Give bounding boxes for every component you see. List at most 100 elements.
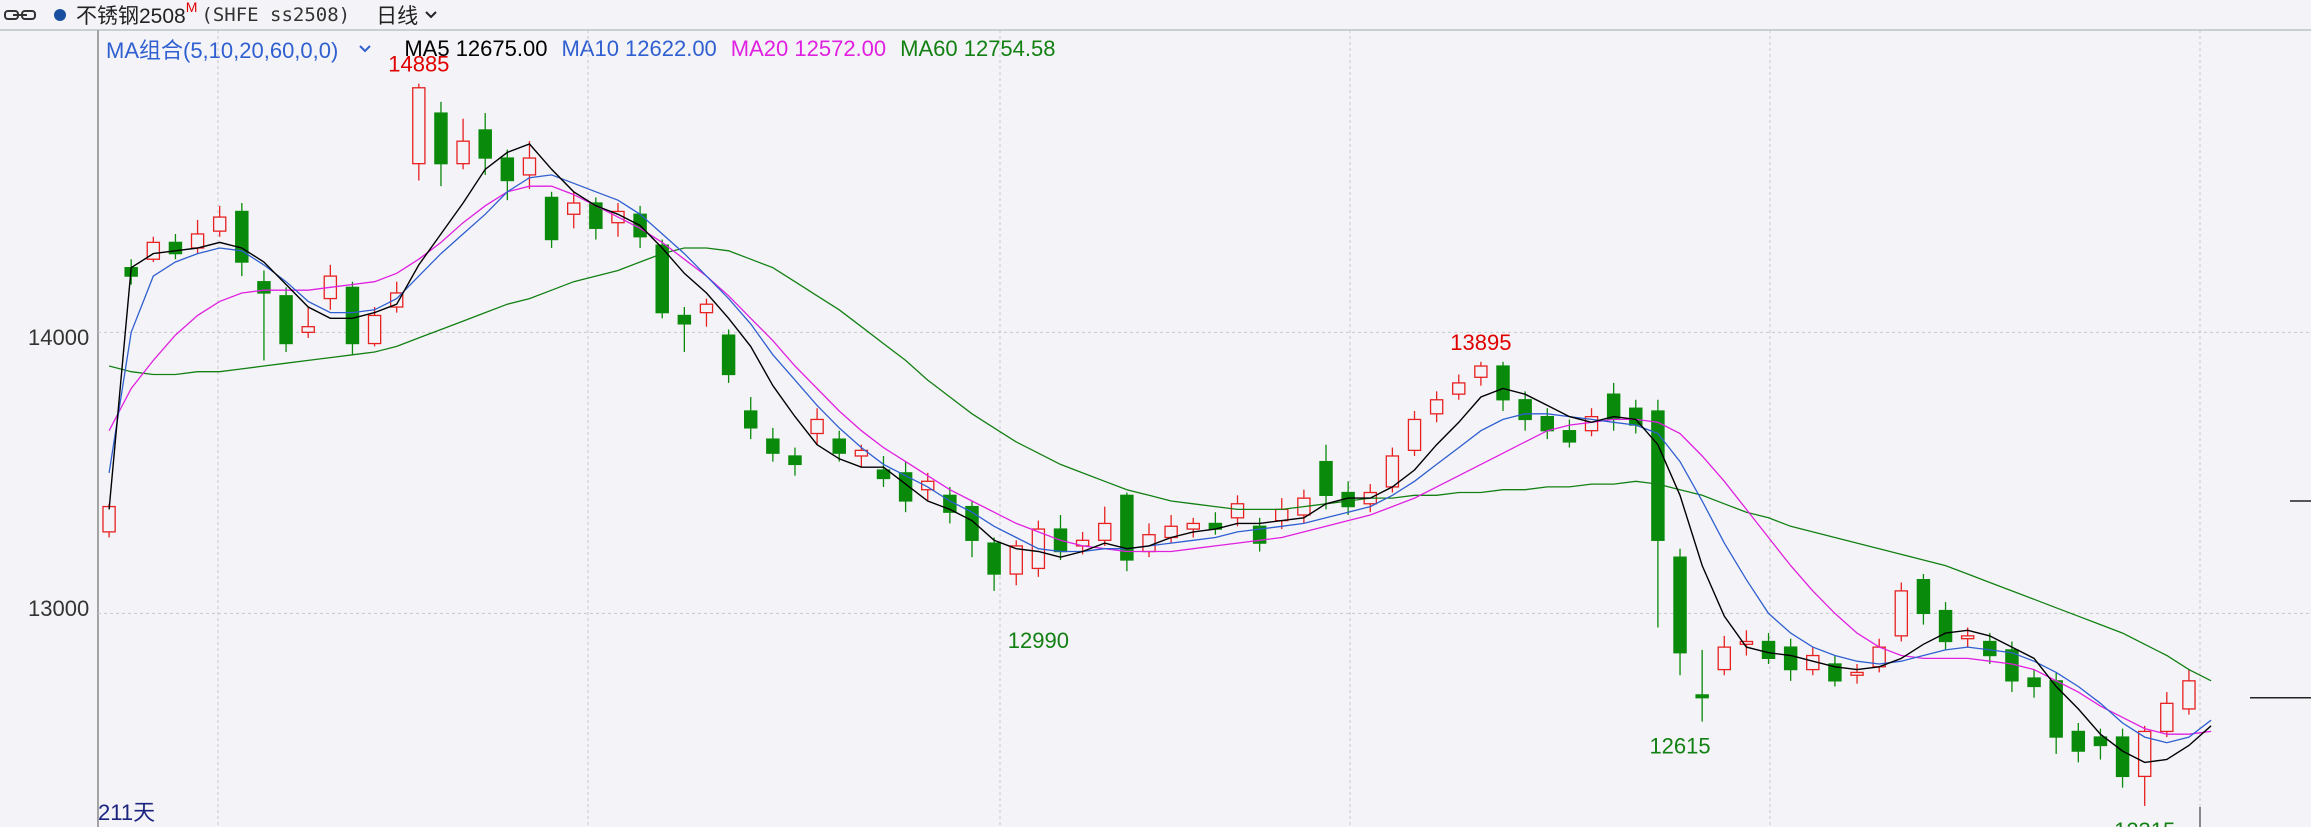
ma20-value: MA20 12572.00 (730, 36, 887, 61)
candle-body (1252, 525, 1267, 544)
candle-body (1385, 455, 1400, 488)
candle-body (2160, 702, 2174, 733)
candle-body (1275, 508, 1289, 522)
y-tick-label-13000: 13000 (28, 596, 90, 621)
candle-body (1938, 609, 1953, 643)
candle-body (2049, 680, 2063, 738)
candle-body (699, 303, 714, 314)
candle-body (544, 196, 559, 241)
candle-body (1783, 646, 1798, 671)
candle-body (1496, 365, 1510, 401)
candle-body (1695, 694, 1709, 699)
candle-body (190, 233, 205, 249)
candle-body (876, 469, 891, 480)
candle-body (1518, 399, 1532, 421)
ma20-line (108, 185, 2212, 735)
period-selector[interactable]: 日线 (376, 0, 438, 30)
chevron-down-icon (425, 11, 437, 19)
candle-body (2071, 730, 2086, 752)
link-icon[interactable] (4, 6, 40, 24)
candle-body (677, 314, 692, 325)
candle-body (1009, 545, 1023, 575)
candle-body (1452, 382, 1466, 395)
candle-body (1319, 460, 1333, 496)
candle-body (1230, 503, 1245, 519)
candle-body (500, 157, 515, 182)
candle-body (1098, 522, 1112, 541)
candle-body (898, 472, 913, 502)
candle-body (301, 326, 315, 333)
candle-body (810, 418, 824, 435)
candle-body (1916, 579, 1931, 615)
candle-body (987, 542, 1001, 575)
extreme-price-label: 12615 (1649, 734, 1710, 759)
candle-body (1673, 556, 1687, 654)
ma-combo-selector[interactable]: MA组合(5,10,20,60,0,0) (106, 33, 390, 65)
extreme-price-label: 14885 (388, 52, 449, 77)
ma5-value: MA5 12675.00 (404, 36, 548, 61)
status-dot-icon (54, 9, 66, 21)
candle-body (1651, 410, 1665, 541)
period-label: 日线 (376, 5, 419, 28)
candle-body (1142, 534, 1156, 553)
ma-combo-label: MA组合(5,10,20,60,0,0) (106, 38, 339, 63)
candle-body (1606, 393, 1621, 421)
candle-body (743, 410, 758, 429)
symbol-name[interactable]: 不锈钢2508 (76, 5, 186, 28)
candle-body (1828, 663, 1842, 682)
candle-body (434, 112, 448, 165)
candle-body (921, 480, 935, 491)
candle-body (412, 87, 426, 165)
candle-body (1894, 590, 1909, 637)
main-contract-flag: M (185, 0, 198, 15)
candle-body (235, 210, 249, 263)
candle-body (655, 244, 669, 314)
candle-body (1562, 430, 1577, 443)
ma10-value: MA10 12622.00 (561, 36, 717, 61)
candle-body (2115, 736, 2130, 778)
candle-body (1474, 365, 1488, 378)
candle-body (1120, 494, 1134, 561)
candle-body (854, 449, 869, 457)
candle-body (389, 292, 404, 308)
candle-body (589, 202, 603, 229)
candle-body (2027, 677, 2041, 688)
ma60-line (108, 247, 2212, 682)
candle-body (566, 202, 581, 215)
candle-body (1429, 399, 1444, 415)
ma5-line (108, 143, 2212, 764)
candle-body (478, 129, 492, 159)
candle-body (1186, 522, 1200, 530)
candle-body (721, 334, 736, 376)
candle-body (367, 314, 382, 345)
ma10-line (108, 174, 2212, 744)
candle-body (2182, 680, 2196, 710)
candle-body (2137, 730, 2152, 778)
candle-body (1739, 640, 1754, 645)
extreme-price-label: 12315 (2114, 818, 2175, 827)
symbol-code: (SHFE ss2508) (201, 4, 351, 26)
candle-body (1717, 646, 1732, 671)
candle-body (1850, 671, 1864, 676)
candle-body (1629, 407, 1643, 426)
ma-legend: MA组合(5,10,20,60,0,0) MA5 12675.00 MA10 1… (106, 34, 1069, 64)
chevron-down-icon (359, 45, 372, 53)
candle-body (522, 157, 537, 176)
candle-body (766, 438, 780, 454)
candle-body (345, 286, 360, 345)
candle-body (788, 455, 802, 466)
candle-body (1407, 418, 1422, 452)
candle-body (1960, 635, 1975, 640)
candle-body (102, 505, 116, 533)
extreme-price-label: 12990 (1008, 628, 1069, 653)
candle-body (1761, 640, 1776, 660)
candle-body (257, 281, 271, 294)
candle-body (1983, 640, 1997, 657)
day-count: 211天 (98, 800, 156, 825)
extreme-price-label: 13895 (1450, 330, 1511, 355)
candle-body (212, 216, 227, 232)
candle-body (168, 241, 183, 255)
ma60-value: MA60 12754.58 (900, 36, 1056, 61)
candle-body (456, 140, 470, 165)
